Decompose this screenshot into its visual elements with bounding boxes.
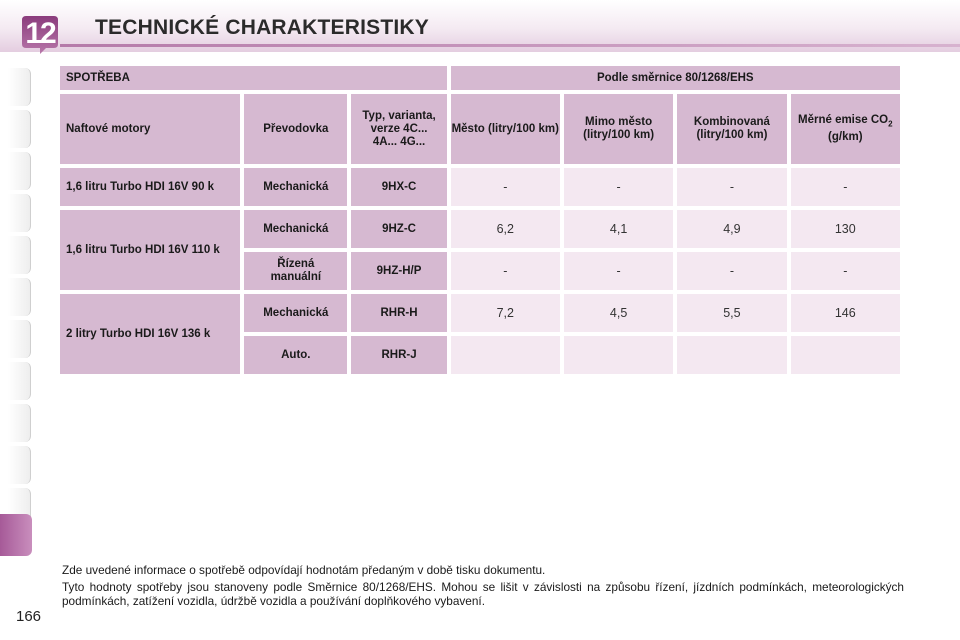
chapter-tab[interactable] [8, 152, 31, 190]
co2-cell: 130 [790, 210, 900, 248]
page-header [0, 0, 960, 52]
chapter-tab[interactable] [8, 320, 31, 358]
extra-urban-cell: 4,5 [563, 294, 674, 332]
gearbox-cell: Mechanická [244, 210, 348, 248]
chapter-tabs [0, 62, 36, 582]
type-cell: 9HZ-C [351, 210, 447, 248]
type-cell: 9HZ-H/P [351, 252, 447, 290]
table-row: 1,6 litru Turbo HDI 16V 90 k Mechanická … [60, 168, 900, 206]
chapter-badge: 12 [18, 14, 62, 54]
type-cell: RHR-J [351, 336, 447, 374]
combined-cell [677, 336, 787, 374]
table-row: Auto. RHR-J [60, 336, 900, 374]
page-number: 166 [16, 608, 42, 625]
table-row: 2 litry Turbo HDI 16V 136 k Mechanická R… [60, 294, 900, 374]
header-divider [60, 44, 960, 47]
gearbox-cell: Auto. [244, 336, 348, 374]
page-title: TECHNICKÉ CHARAKTERISTIKY [95, 16, 430, 39]
type-cell: RHR-H [351, 294, 447, 332]
col-header-type: Typ, varianta, verze 4C... 4A... 4G... [351, 94, 447, 164]
combined-cell: - [677, 252, 787, 290]
chapter-tab[interactable] [8, 446, 31, 484]
col-header-gearbox: Převodovka [244, 94, 348, 164]
footnote-regulation: Tyto hodnoty spotřeby jsou stanoveny pod… [62, 580, 904, 608]
gearbox-cell: Mechanická [244, 294, 348, 332]
col-header-engine: Naftové motory [60, 94, 241, 164]
section-regulation: Podle směrnice 80/1268/EHS [450, 66, 900, 90]
col-header-extra-urban: Mimo město (litry/100 km) [563, 94, 674, 164]
section-title: SPOTŘEBA [60, 66, 447, 90]
city-cell: - [450, 252, 560, 290]
combined-cell: 4,9 [677, 210, 787, 248]
engine-cell: 1,6 litru Turbo HDI 16V 110 k [60, 210, 241, 290]
gearbox-cell: Mechanická [244, 168, 348, 206]
extra-urban-cell: 4,1 [563, 210, 674, 248]
chapter-tab[interactable] [8, 194, 31, 232]
extra-urban-cell: - [563, 252, 674, 290]
chapter-tab[interactable] [8, 110, 31, 148]
co2-cell [790, 336, 900, 374]
consumption-table: SPOTŘEBA Podle směrnice 80/1268/EHS Naft… [56, 62, 904, 378]
combined-cell: 5,5 [677, 294, 787, 332]
chapter-tab[interactable] [8, 236, 31, 274]
footnote-info: Zde uvedené informace o spotřebě odpovíd… [62, 563, 546, 577]
chapter-tab[interactable] [8, 404, 31, 442]
engine-cell: 2 litry Turbo HDI 16V 136 k [60, 294, 241, 374]
chapter-tab-active[interactable] [0, 514, 32, 556]
engine-cell: 1,6 litru Turbo HDI 16V 90 k [60, 168, 241, 206]
gearbox-cell: Řízená manuální [244, 252, 348, 290]
co2-cell: 146 [790, 294, 900, 332]
city-cell [450, 336, 560, 374]
city-cell: - [450, 168, 560, 206]
type-cell: 9HX-C [351, 168, 447, 206]
chapter-tab[interactable] [8, 362, 31, 400]
table-row: 1,6 litru Turbo HDI 16V 110 k Mechanická… [60, 210, 900, 290]
chapter-tab[interactable] [8, 68, 31, 106]
co2-cell: - [790, 252, 900, 290]
city-cell: 7,2 [450, 294, 560, 332]
chapter-number: 12 [25, 17, 56, 50]
extra-urban-cell [563, 336, 674, 374]
col-header-city: Město (litry/100 km) [450, 94, 560, 164]
co2-unit: (g/km) [828, 130, 863, 143]
city-cell: 6,2 [450, 210, 560, 248]
extra-urban-cell: - [563, 168, 674, 206]
table-row: Řízená manuální 9HZ-H/P - - - - [60, 252, 900, 290]
combined-cell: - [677, 168, 787, 206]
co2-label: Měrné emise CO [798, 114, 889, 127]
co2-subscript: 2 [888, 119, 893, 129]
chapter-badge-shape [22, 16, 58, 54]
co2-cell: - [790, 168, 900, 206]
col-header-co2: Měrné emise CO2 (g/km) [790, 94, 900, 164]
col-header-combined: Kombinovaná (litry/100 km) [677, 94, 787, 164]
chapter-tab[interactable] [8, 278, 31, 316]
